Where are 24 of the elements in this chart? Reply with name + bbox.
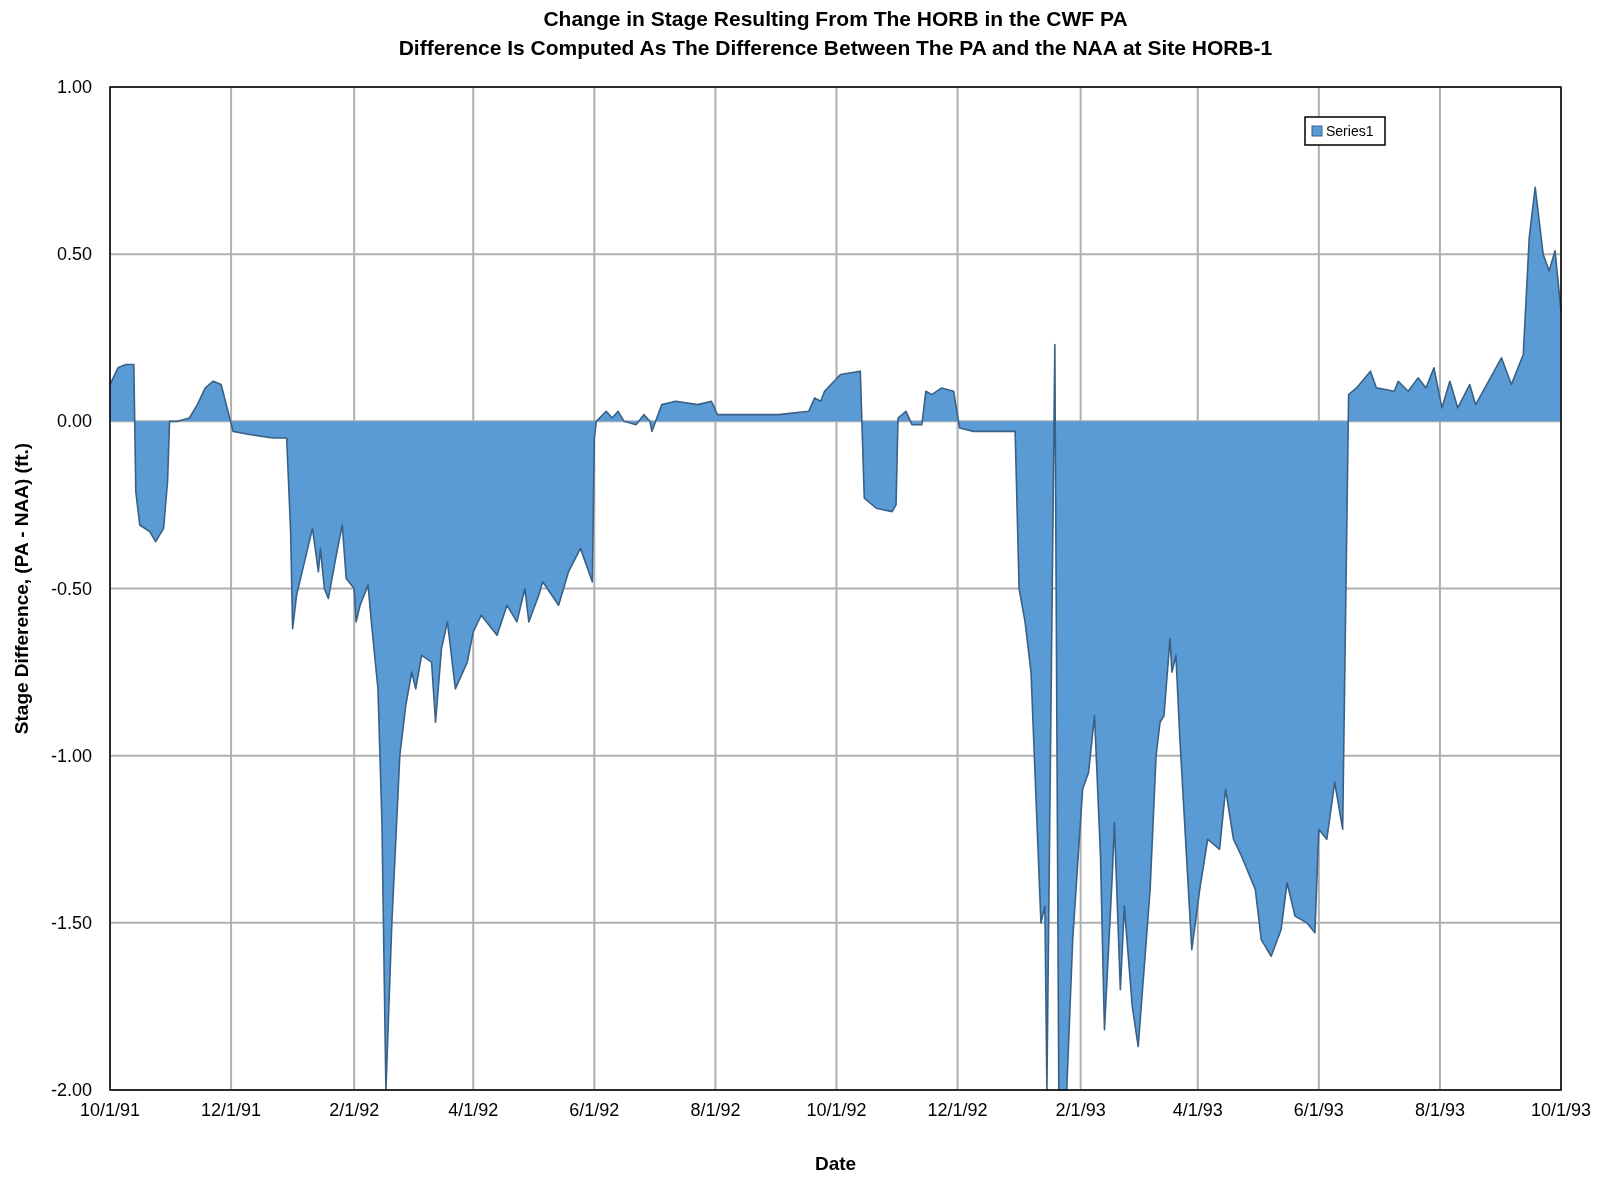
y-tick-label: -1.50 [50, 912, 92, 933]
y-axis-title: Stage Difference, (PA - NAA) (ft.) [11, 442, 32, 735]
x-tick-label: 6/1/93 [1293, 1100, 1344, 1120]
x-tick-label: 10/1/92 [806, 1100, 867, 1120]
x-tick-label: 2/1/92 [329, 1100, 380, 1120]
x-tick-label: 10/1/93 [1530, 1100, 1592, 1120]
x-tick-label: 8/1/93 [1414, 1100, 1465, 1120]
y-tick-label: 0.50 [56, 244, 92, 265]
x-tick-label: 12/1/91 [201, 1100, 262, 1120]
y-tick-label: 0.00 [56, 411, 92, 432]
y-tick-label: 1.00 [56, 77, 92, 97]
x-tick-label: 2/1/93 [1055, 1100, 1106, 1120]
x-axis-title: Date [814, 1153, 857, 1174]
x-tick-label: 8/1/92 [690, 1100, 741, 1120]
x-tick-label: 4/1/93 [1172, 1100, 1223, 1120]
x-tick-label: 4/1/92 [448, 1100, 499, 1120]
y-tick-label: -0.50 [50, 578, 92, 599]
x-tick-label: 12/1/92 [927, 1100, 988, 1120]
x-tick-label: 10/1/91 [79, 1100, 141, 1120]
legend-label: Series1 [1326, 123, 1374, 139]
x-tick-label: 6/1/92 [569, 1100, 620, 1120]
chart-title: Change in Stage Resulting From The HORB in the CWF PA Difference Is Computed As The Difference Between The PA and the NAA at Site HORB-1 [398, 7, 1273, 59]
y-tick-label: -2.00 [50, 1080, 92, 1100]
y-tick-label: -1.00 [50, 745, 92, 766]
